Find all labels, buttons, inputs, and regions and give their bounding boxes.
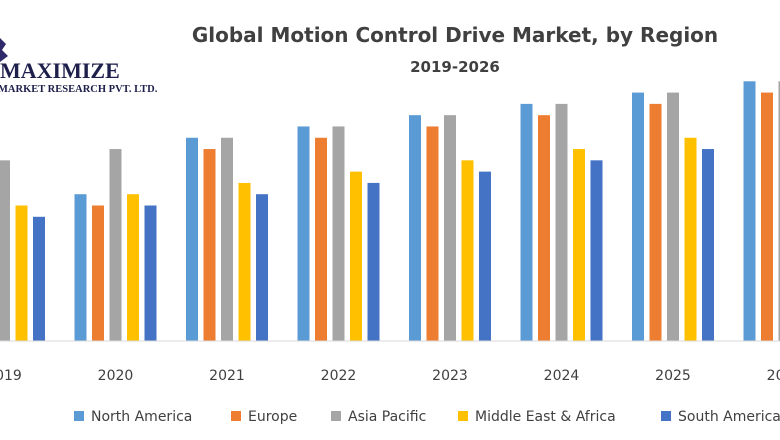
bar-middle-east-africa-2022 — [350, 171, 362, 341]
x-tick-label: 2023 — [432, 368, 468, 384]
x-tick-label: 2024 — [544, 368, 580, 384]
logo-line-1: MAXIMIZE — [0, 58, 120, 83]
legend-swatch — [74, 411, 84, 421]
legend-label: Asia Pacific — [348, 409, 426, 425]
bar-europe-2022 — [315, 137, 327, 341]
bar-europe-2026 — [761, 92, 773, 341]
x-tick-label: 2022 — [321, 368, 357, 384]
bar-middle-east-africa-2019 — [15, 205, 28, 341]
x-tick-label: 2021 — [209, 368, 245, 384]
x-tick-label: 2026 — [767, 368, 780, 384]
legend-label: South America — [678, 409, 780, 425]
chart-title: Global Motion Control Drive Market, by R… — [192, 23, 718, 47]
bar-south-america-2023 — [479, 171, 491, 341]
company-logo: MAXIMIZE MARKET RESEARCH PVT. LTD. — [0, 38, 158, 95]
bar-asia-pacific-2026 — [778, 81, 780, 342]
bar-south-america-2019 — [33, 216, 45, 341]
bar-south-america-2024 — [590, 160, 603, 341]
legend-swatch — [661, 411, 671, 421]
bar-middle-east-africa-2024 — [573, 149, 585, 341]
bar-asia-pacific-2021 — [221, 137, 233, 341]
legend-label: North America — [91, 409, 192, 425]
bar-north-america-2026 — [743, 81, 756, 342]
bar-south-america-2025 — [702, 149, 714, 341]
bar-north-america-2024 — [520, 103, 533, 341]
logo-line-2: MARKET RESEARCH PVT. LTD. — [0, 84, 158, 95]
x-tick-label: 2020 — [98, 368, 134, 384]
x-tick-label: 2019 — [0, 368, 22, 384]
bar-north-america-2020 — [74, 194, 87, 341]
legend-label: Europe — [248, 409, 297, 425]
bar-north-america-2025 — [632, 92, 644, 341]
bar-asia-pacific-2025 — [667, 92, 679, 341]
bar-north-america-2022 — [297, 126, 310, 341]
x-tick-label: 2025 — [655, 368, 691, 384]
bar-europe-2020 — [92, 205, 104, 341]
legend-swatch — [458, 411, 468, 421]
bar-middle-east-africa-2023 — [461, 160, 474, 341]
bar-asia-pacific-2019 — [0, 160, 10, 341]
bar-north-america-2021 — [186, 137, 198, 341]
bar-asia-pacific-2022 — [332, 126, 345, 341]
legend-swatch — [331, 411, 341, 421]
bar-europe-2023 — [426, 126, 439, 341]
bar-asia-pacific-2020 — [109, 149, 122, 341]
bar-north-america-2023 — [409, 115, 421, 342]
bar-europe-2025 — [649, 103, 662, 341]
legend-label: Middle East & Africa — [475, 409, 616, 425]
bar-south-america-2020 — [144, 205, 157, 341]
bar-middle-east-africa-2020 — [127, 194, 139, 341]
bar-south-america-2021 — [256, 194, 268, 341]
bar-layer — [0, 81, 780, 342]
legend-swatch — [231, 411, 241, 421]
bar-asia-pacific-2023 — [444, 115, 456, 342]
bar-asia-pacific-2024 — [555, 103, 568, 341]
bar-europe-2021 — [203, 149, 216, 341]
bar-middle-east-africa-2021 — [238, 182, 251, 341]
bar-europe-2024 — [538, 115, 550, 342]
x-tick-layer: 2019 2020 2021 2022 2023 2024 2025 2026 — [0, 368, 780, 384]
chart-subtitle: 2019-2026 — [410, 58, 500, 76]
legend: North America Europe Asia Pacific Middle Ea… — [74, 409, 780, 425]
bar-middle-east-africa-2025 — [684, 137, 697, 341]
bar-south-america-2022 — [367, 182, 380, 341]
logo-emblem-icon — [0, 38, 8, 62]
